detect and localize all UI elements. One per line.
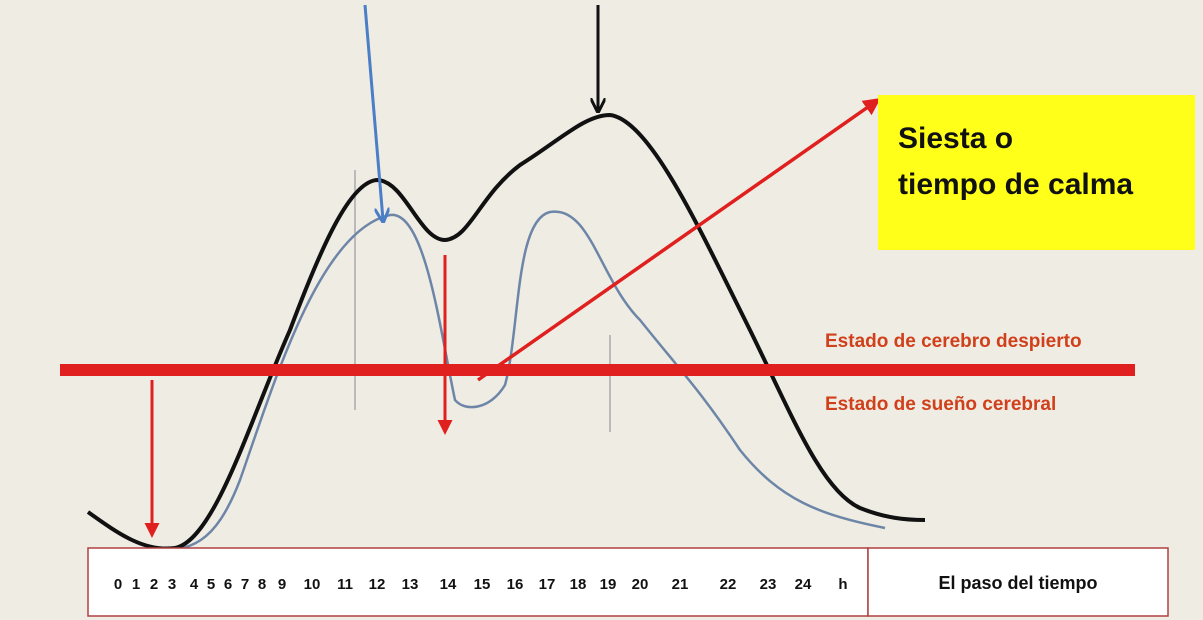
- awake-label: Estado de cerebro despierto: [825, 331, 1082, 352]
- callout-box: [878, 95, 1195, 250]
- hour-label: 14: [440, 576, 457, 593]
- hour-label: 24: [795, 576, 812, 593]
- hour-label: 15: [474, 576, 491, 593]
- hour-label: 4: [190, 576, 199, 593]
- hour-label: 21: [672, 576, 689, 593]
- callout-text: tiempo de calma: [898, 168, 1133, 201]
- hour-label: 2: [150, 576, 158, 593]
- hour-labels: 0 1 2 3 4 5 6 7 8 9 10 11 12 13 14 15 16 17 18 19 20 21 22 23 24…: [114, 576, 848, 593]
- hour-label: 1: [132, 576, 140, 593]
- hour-label: 9: [278, 576, 286, 593]
- hour-label: 8: [258, 576, 266, 593]
- hour-label: 17: [539, 576, 556, 593]
- red-arrow: [476, 97, 881, 382]
- hour-label: 0: [114, 576, 122, 593]
- hour-label: 11: [337, 576, 353, 593]
- axis-box: [87, 547, 869, 617]
- hour-label: 18: [570, 576, 587, 593]
- hour-label: 23: [760, 576, 777, 593]
- hour-label: h: [838, 576, 847, 593]
- hour-label: 3: [168, 576, 176, 593]
- arousal-curve: [86, 112, 926, 551]
- hour-label: 22: [720, 576, 737, 593]
- hour-label: 6: [224, 576, 232, 593]
- blue-arrow: [363, 4, 383, 220]
- hour-label: 12: [369, 576, 386, 593]
- hour-label: 10: [304, 576, 321, 593]
- hour-label: 19: [600, 576, 617, 593]
- hour-label: 13: [402, 576, 419, 593]
- hour-label: 20: [632, 576, 649, 593]
- axis-caption: El paso del tiempo: [938, 573, 1097, 593]
- hour-label: 7: [241, 576, 249, 593]
- callout-text: Siesta o: [898, 122, 1013, 155]
- hour-label: 5: [207, 576, 215, 593]
- asleep-label: Estado de sueño cerebral: [825, 394, 1056, 415]
- hour-label: 16: [507, 576, 524, 593]
- caption-box: [867, 547, 1169, 617]
